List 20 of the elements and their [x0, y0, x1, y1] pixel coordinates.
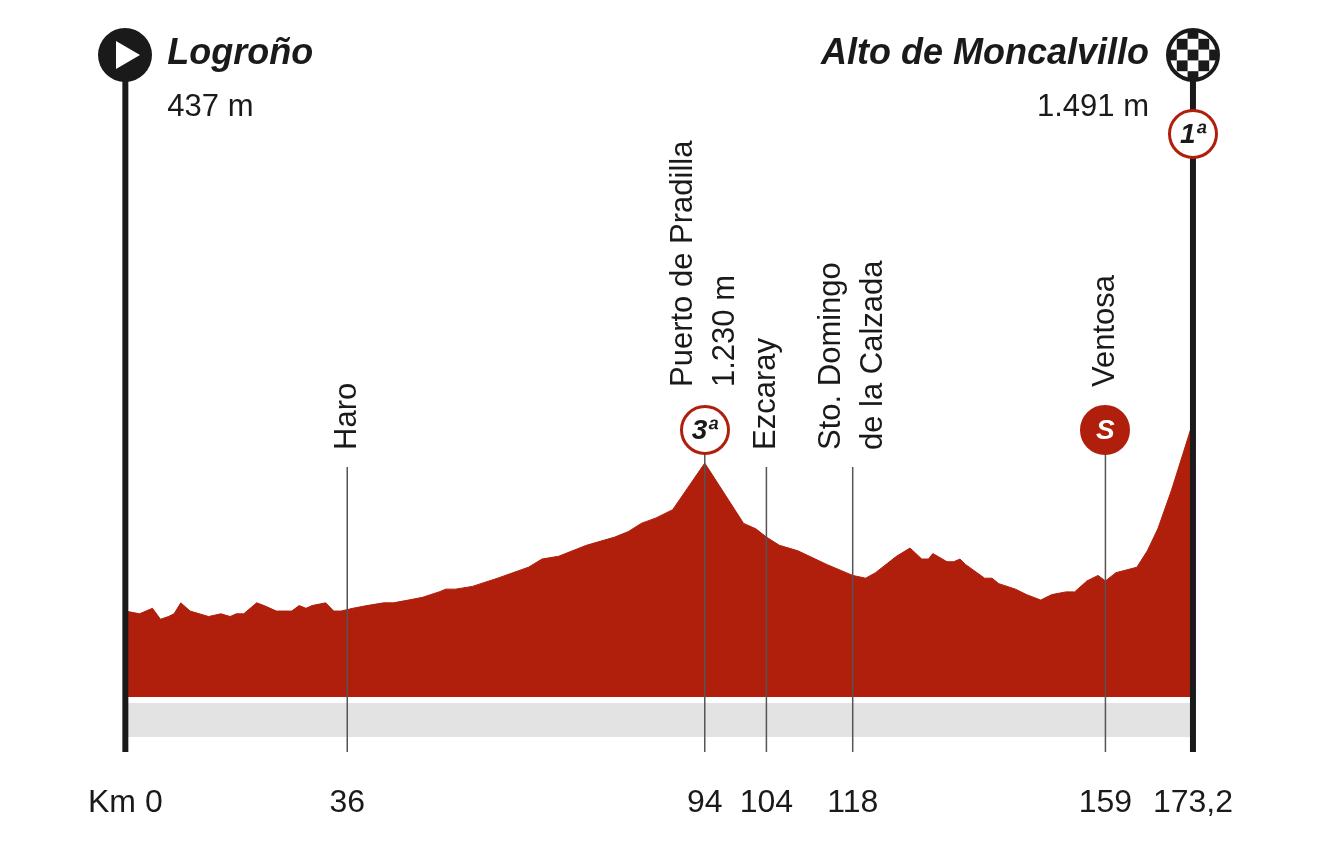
ref-line-label: Alto de Moncalvillo 1.491 m: [819, 31, 1149, 123]
x-tick-label: 94: [686, 783, 723, 820]
x-tick-label: Km 0: [88, 783, 163, 820]
circle-badge: 3ª: [679, 405, 730, 455]
ref-line-label: Haro: [327, 382, 363, 450]
ref-line-label: Puerto de Pradilla 1.230 m: [664, 139, 742, 387]
annotation: 3ª: [691, 414, 718, 445]
x-tick-label: 104: [739, 783, 794, 820]
annotation: S: [1096, 414, 1115, 445]
ref-line-label: Sto. Domingo de la Calzada: [812, 259, 890, 450]
ref-line-label: Logroño 437 m: [167, 31, 314, 123]
ref-line-label: Ventosa: [1085, 274, 1121, 387]
x-tick-label: 36: [329, 783, 366, 820]
x-tick-label: 159: [1078, 783, 1133, 820]
x-tick-label: 118: [827, 783, 879, 820]
x-tick-label: 173,2: [1152, 783, 1233, 820]
annotation: 1ª: [1179, 118, 1206, 149]
ref-line-label: Ezcaray: [746, 337, 782, 450]
circle-badge: 1ª: [1167, 109, 1218, 159]
circle-badge: S: [1080, 405, 1131, 455]
